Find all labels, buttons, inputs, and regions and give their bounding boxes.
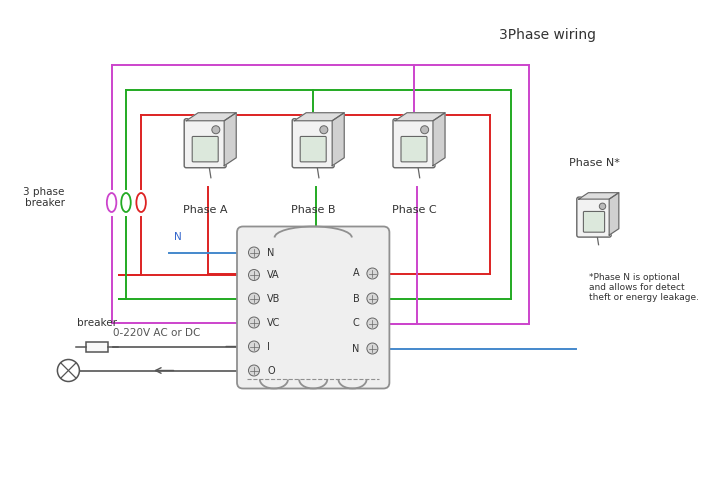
FancyBboxPatch shape [401, 136, 427, 162]
Text: N: N [352, 344, 359, 353]
Circle shape [367, 343, 378, 354]
Polygon shape [395, 113, 445, 120]
Text: I: I [267, 342, 270, 351]
FancyBboxPatch shape [300, 136, 326, 162]
Text: VB: VB [267, 294, 280, 304]
Circle shape [212, 126, 220, 134]
FancyBboxPatch shape [583, 212, 605, 232]
FancyBboxPatch shape [577, 197, 611, 237]
Circle shape [58, 360, 79, 382]
Text: VA: VA [267, 270, 279, 280]
Circle shape [248, 270, 259, 280]
Polygon shape [224, 113, 236, 166]
Circle shape [320, 126, 328, 134]
Polygon shape [579, 192, 618, 199]
Polygon shape [294, 113, 344, 120]
Circle shape [367, 293, 378, 304]
FancyBboxPatch shape [237, 226, 390, 388]
Text: 3Phase wiring: 3Phase wiring [499, 28, 595, 42]
Text: Phase A: Phase A [183, 205, 228, 215]
Polygon shape [609, 192, 618, 235]
Text: 3 phase
breaker: 3 phase breaker [24, 186, 65, 208]
Text: Phase C: Phase C [392, 205, 436, 215]
Text: VC: VC [267, 318, 280, 328]
Text: N: N [267, 248, 274, 258]
Text: Phase N*: Phase N* [569, 158, 619, 168]
Text: Phase B: Phase B [291, 205, 336, 215]
Text: A: A [353, 268, 359, 278]
Circle shape [599, 203, 606, 209]
FancyBboxPatch shape [184, 118, 226, 168]
Text: C: C [353, 318, 359, 328]
Polygon shape [332, 113, 344, 166]
Bar [86, 342, 108, 351]
FancyBboxPatch shape [393, 118, 435, 168]
Circle shape [248, 247, 259, 258]
Polygon shape [186, 113, 236, 120]
Text: B: B [353, 294, 359, 304]
Text: breaker: breaker [77, 318, 117, 328]
FancyBboxPatch shape [292, 118, 334, 168]
Text: 0-220V AC or DC: 0-220V AC or DC [113, 328, 201, 338]
Text: N: N [174, 232, 182, 242]
Circle shape [367, 318, 378, 329]
Circle shape [367, 268, 378, 279]
Circle shape [420, 126, 428, 134]
Polygon shape [433, 113, 445, 166]
Text: *Phase N is optional
and allows for detect
theft or energy leakage.: *Phase N is optional and allows for dete… [589, 272, 699, 302]
Circle shape [248, 293, 259, 304]
Text: O: O [267, 366, 274, 376]
Circle shape [248, 317, 259, 328]
FancyBboxPatch shape [192, 136, 218, 162]
Circle shape [248, 365, 259, 376]
Circle shape [248, 341, 259, 352]
